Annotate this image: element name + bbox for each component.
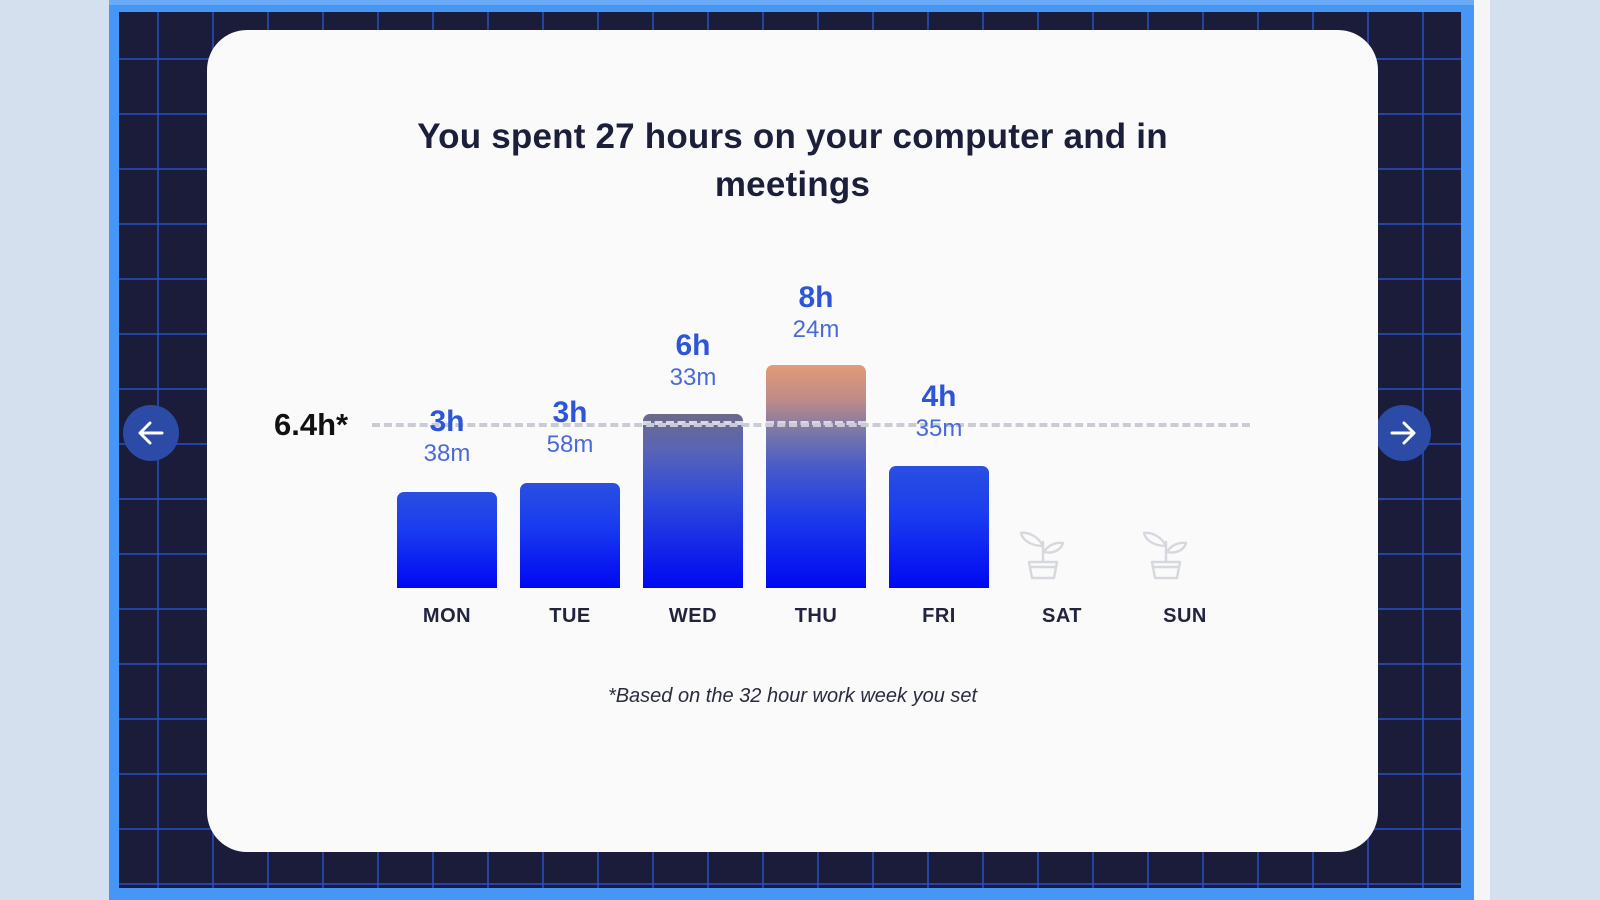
- hours-value: 3h: [429, 405, 465, 438]
- day-label-sun: SUN: [1163, 605, 1207, 627]
- minutes-value: 24m: [792, 316, 840, 343]
- hours-value: 8h: [798, 281, 834, 314]
- bar-mon: [397, 492, 497, 588]
- value-label-wed: 6h 33m: [633, 330, 753, 394]
- previous-slide-button[interactable]: [123, 405, 179, 461]
- footnote: *Based on the 32 hour work week you set: [607, 685, 978, 707]
- minutes-value: 58m: [546, 431, 594, 458]
- value-label-thu: 8h 24m: [756, 282, 876, 346]
- arrow-left-icon: [138, 421, 164, 445]
- title-line-2: meetings: [714, 165, 871, 204]
- summary-card: You spent 27 hours on your computer and …: [207, 30, 1378, 852]
- day-label-sat: SAT: [1041, 605, 1082, 627]
- minutes-value: 35m: [915, 415, 963, 442]
- slide-title: You spent 27 hours on your computer and …: [207, 113, 1378, 209]
- bar-tue: [520, 483, 620, 588]
- value-label-tue: 3h 58m: [510, 397, 630, 461]
- side-strip: [1474, 0, 1490, 900]
- day-label-fri: FRI: [922, 605, 956, 627]
- day-label-mon: MON: [422, 605, 472, 627]
- minutes-value: 33m: [669, 364, 717, 391]
- value-label-mon: 3h 38m: [387, 406, 507, 470]
- average-label: 6.4h*: [274, 407, 349, 442]
- arrow-right-icon: [1390, 421, 1416, 445]
- hours-value: 6h: [675, 329, 711, 362]
- hours-value: 4h: [921, 380, 957, 413]
- day-label-thu: THU: [794, 605, 838, 627]
- value-label-fri: 4h 35m: [879, 381, 999, 445]
- plant-pot-icon: [1142, 531, 1188, 580]
- title-line-1: You spent 27 hours on your computer and …: [417, 117, 1168, 156]
- day-label-wed: WED: [668, 605, 718, 627]
- plant-pot-icon: [1019, 531, 1065, 580]
- frame-top-glow: [109, 0, 1474, 5]
- bar-thu: [766, 365, 866, 588]
- average-line: [372, 423, 1250, 427]
- hours-value: 3h: [552, 396, 588, 429]
- minutes-value: 38m: [423, 440, 471, 467]
- bar-fri: [889, 466, 989, 588]
- next-slide-button[interactable]: [1375, 405, 1431, 461]
- day-label-tue: TUE: [549, 605, 591, 627]
- bar-wed: [643, 414, 743, 588]
